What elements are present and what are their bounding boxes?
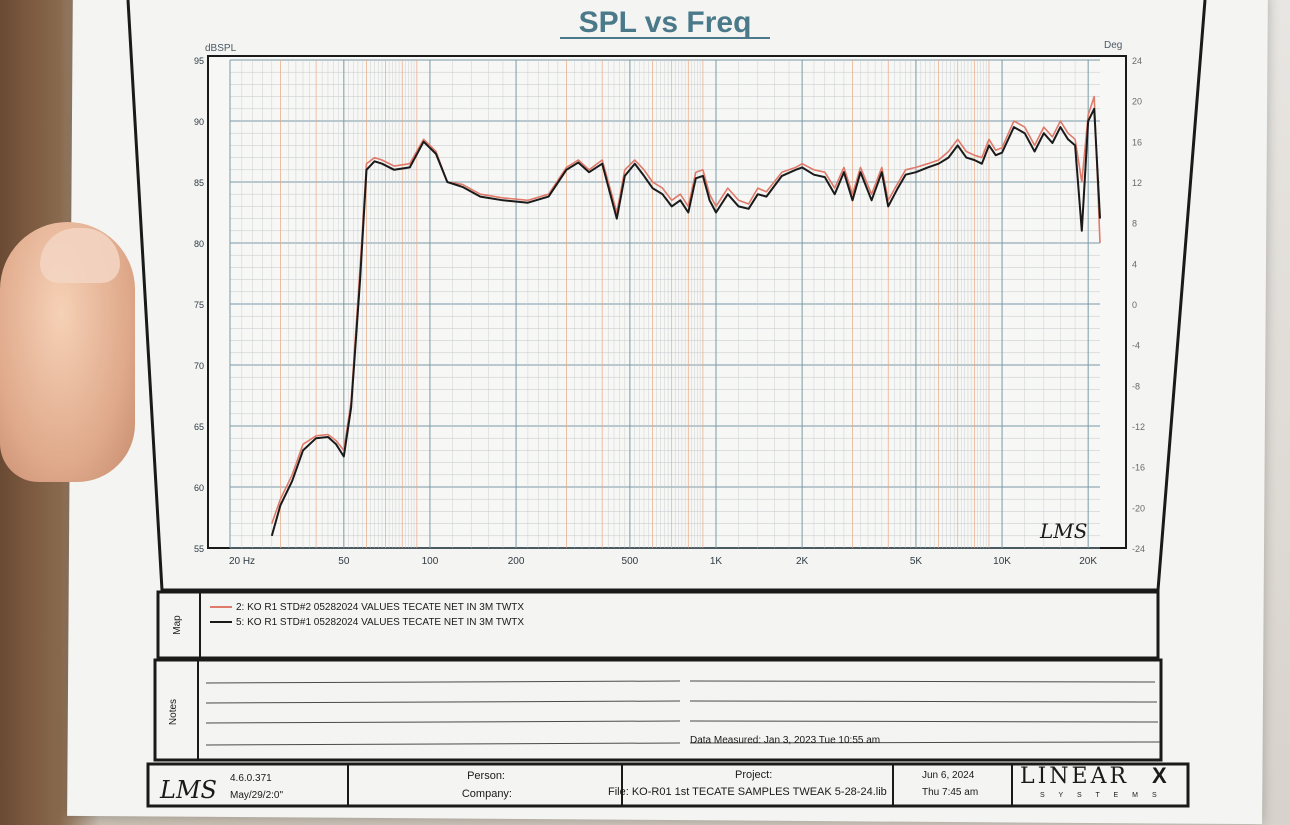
legend-entry-series-2: 5: KO R1 STD#1 05282024 VALUES TECATE NE…: [236, 617, 524, 628]
y2-tick-label: -12: [1132, 422, 1145, 432]
y2-tick-label: 0: [1132, 300, 1137, 310]
x-tick-labels: 20 Hz 50 100 200 500 1K 2K 5K 10K 20K: [229, 556, 1097, 567]
series-lines: [270, 95, 1101, 537]
notes-lines: [205, 680, 1161, 746]
x-tick-label: 1K: [710, 556, 723, 567]
chart-title: SPL vs Freq: [579, 6, 752, 39]
data-measured-text: Data Measured: Jan 3, 2023 Tue 10:55 am: [690, 735, 880, 746]
y2-tick-label: 12: [1132, 178, 1142, 188]
footer-brand: LINEAR: [1020, 764, 1129, 789]
y-axis-label: dBSPL: [205, 43, 237, 54]
page-frame: [126, 0, 1207, 592]
y-tick-labels: 95 90 85 80 75 70 65 60 55: [194, 56, 204, 554]
y2-tick-label: -4: [1132, 341, 1140, 351]
y-tick-label: 55: [194, 544, 204, 554]
footer-brand-sub: S Y S T E M S: [1040, 792, 1163, 799]
footer-file-text: File: KO-R01 1st TECATE SAMPLES TWEAK 5-…: [608, 786, 887, 798]
y2-tick-label: 4: [1132, 259, 1137, 269]
x-tick-label: 20K: [1079, 556, 1097, 567]
y-tick-label: 60: [194, 483, 204, 493]
y-tick-label: 95: [194, 56, 204, 66]
chart-lms-logo: LMS: [1039, 519, 1087, 543]
x-tick-label: 500: [622, 556, 639, 567]
y2-tick-label: -8: [1132, 381, 1140, 391]
x-tick-label: 20 Hz: [229, 556, 255, 567]
y-tick-label: 75: [194, 300, 204, 310]
notes-label: Notes: [168, 699, 179, 725]
y2-axis-label: Deg: [1104, 40, 1122, 51]
legend-entry-series-1: 2: KO R1 STD#2 05282024 VALUES TECATE NE…: [236, 602, 524, 613]
footer-version: 4.6.0.371: [230, 773, 272, 784]
y-tick-label: 70: [194, 361, 204, 371]
y-tick-label: 65: [194, 422, 204, 432]
y-tick-label: 80: [194, 239, 204, 249]
footer-box: [146, 762, 1190, 808]
y2-tick-label: 24: [1132, 56, 1142, 66]
footer-date: Jun 6, 2024: [922, 770, 975, 781]
y2-tick-label: -16: [1132, 463, 1145, 473]
footer-time: Thu 7:45 am: [922, 787, 978, 798]
plot-area: [207, 55, 1127, 549]
x-tick-label: 50: [338, 556, 350, 567]
y-tick-label: 90: [194, 117, 204, 127]
x-tick-label: 5K: [910, 556, 923, 567]
footer-version-date: May/29/2:0": [230, 790, 283, 801]
footer-person-label: Person:: [467, 770, 505, 782]
y2-tick-label: 8: [1132, 219, 1137, 229]
series-line-1: [271, 95, 1101, 524]
x-tick-label: 2K: [796, 556, 809, 567]
y2-tick-label: 20: [1132, 97, 1142, 107]
y2-tick-label: 16: [1132, 137, 1142, 147]
map-label: Map: [172, 615, 183, 635]
y2-tick-label: -24: [1132, 544, 1145, 554]
y2-tick-label: -20: [1132, 503, 1145, 513]
y2-tick-labels: 24 20 16 12 8 4 0 -4 -8 -12 -16 -20 -24: [1132, 56, 1145, 554]
footer-brand-x: X: [1152, 763, 1167, 788]
footer-company-label: Company:: [462, 788, 512, 800]
x-tick-label: 100: [422, 556, 439, 567]
grid: [229, 59, 1100, 549]
y-tick-label: 85: [194, 178, 204, 188]
series-line-2: [270, 107, 1101, 537]
x-tick-label: 200: [508, 556, 525, 567]
thumbnail: [40, 228, 120, 283]
legend-box: [156, 590, 1160, 660]
x-tick-label: 10K: [993, 556, 1011, 567]
footer-lms-logo: LMS: [159, 776, 217, 804]
footer-project-label: Project:: [735, 769, 772, 781]
notes-box: [153, 658, 1163, 762]
